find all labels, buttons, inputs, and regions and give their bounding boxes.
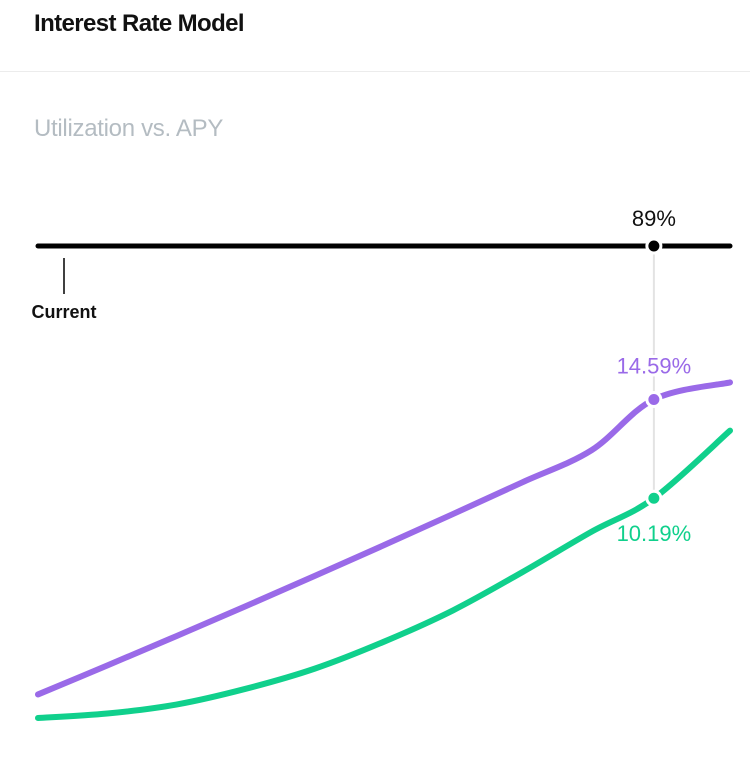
page-title: Interest Rate Model bbox=[34, 10, 245, 37]
supply-apy-value-label: 10.19% bbox=[617, 521, 692, 546]
borrow-apy-hover-dot[interactable] bbox=[645, 390, 663, 408]
hover-utilization-label: 89% bbox=[632, 206, 676, 231]
supply-apy-line[interactable] bbox=[35, 427, 733, 722]
borrow-apy-value-label: 14.59% bbox=[617, 353, 692, 378]
chart-subtitle: Utilization vs. APY bbox=[34, 115, 224, 142]
supply-apy-hover-dot[interactable] bbox=[645, 489, 663, 507]
current-utilization-label: Current bbox=[31, 302, 96, 322]
borrow-apy-line[interactable] bbox=[35, 379, 733, 698]
header: Interest Rate Model bbox=[0, 0, 750, 72]
utilization-hover-dot[interactable] bbox=[645, 237, 663, 255]
